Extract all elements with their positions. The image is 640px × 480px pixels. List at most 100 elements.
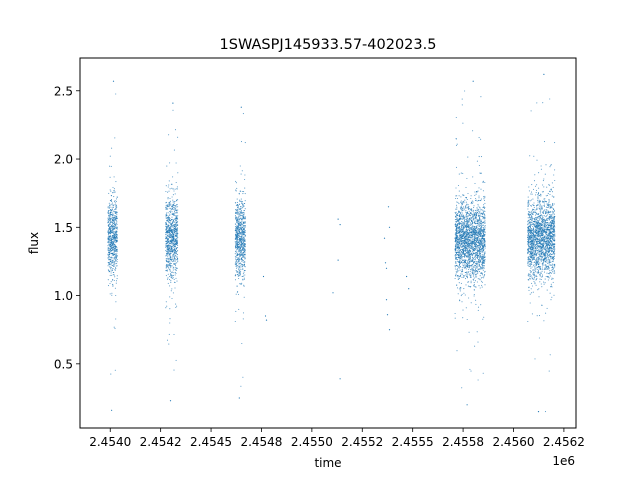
data-point: [113, 188, 115, 190]
data-point: [116, 263, 118, 265]
data-point: [458, 222, 460, 224]
data-point: [242, 231, 244, 233]
data-point: [170, 203, 172, 205]
data-point: [172, 250, 174, 252]
data-point: [172, 269, 174, 271]
data-point: [482, 224, 485, 226]
data-point: [464, 246, 466, 248]
data-point: [240, 210, 242, 212]
data-point: [458, 247, 460, 249]
data-point: [243, 205, 245, 207]
data-point: [478, 225, 480, 227]
data-point: [458, 228, 460, 230]
data-point: [235, 264, 237, 266]
data-point: [468, 221, 470, 223]
data-point: [236, 208, 238, 210]
data-point: [165, 218, 167, 220]
data-point: [481, 253, 483, 255]
data-point: [237, 249, 240, 251]
data-point: [464, 90, 466, 92]
data-point: [464, 255, 466, 257]
data-point: [482, 372, 484, 374]
data-point: [477, 248, 479, 250]
data-point: [240, 242, 242, 244]
data-point: [483, 231, 485, 233]
data-point: [483, 266, 485, 268]
data-point: [475, 239, 477, 241]
data-point: [481, 284, 483, 286]
data-point: [115, 301, 117, 303]
data-point: [553, 267, 555, 269]
data-point: [465, 254, 467, 256]
data-point: [176, 186, 178, 188]
data-point: [240, 211, 242, 213]
data-point: [243, 250, 245, 252]
data-point: [240, 283, 242, 285]
data-point: [477, 209, 479, 211]
data-point: [545, 275, 547, 278]
data-point: [475, 231, 477, 233]
data-point: [167, 254, 169, 256]
data-point: [173, 222, 175, 224]
data-point: [480, 156, 483, 158]
data-point: [111, 147, 113, 149]
data-point: [243, 225, 245, 227]
data-point: [170, 239, 172, 241]
data-point: [167, 234, 169, 236]
data-point: [243, 277, 245, 279]
data-point: [166, 339, 169, 341]
data-point: [109, 242, 111, 244]
data-point: [473, 250, 475, 252]
data-point: [173, 281, 176, 283]
data-point: [465, 197, 467, 199]
data-point: [115, 265, 117, 267]
data-point: [237, 247, 239, 250]
data-point: [110, 203, 112, 205]
data-point: [477, 271, 479, 273]
data-point: [460, 208, 462, 210]
data-point: [166, 220, 168, 222]
data-point: [458, 220, 460, 222]
data-point: [241, 229, 244, 231]
data-point: [481, 251, 483, 253]
data-point: [546, 307, 548, 309]
data-point: [167, 246, 169, 248]
data-point: [113, 241, 115, 243]
data-point: [471, 270, 474, 272]
data-point: [481, 243, 483, 245]
data-point: [461, 214, 463, 216]
data-point: [174, 217, 176, 219]
data-point: [532, 291, 534, 293]
data-point: [239, 254, 241, 256]
data-point: [234, 240, 236, 243]
data-point: [483, 199, 486, 201]
data-point: [473, 277, 475, 279]
data-point: [456, 213, 459, 215]
data-point: [469, 275, 471, 277]
data-point: [478, 187, 480, 189]
data-point: [238, 397, 240, 399]
data-point: [174, 263, 176, 265]
data-point: [234, 262, 237, 264]
data-point: [166, 165, 168, 167]
data-point: [473, 244, 475, 246]
data-point: [473, 205, 475, 207]
data-point: [540, 165, 542, 167]
data-point: [176, 227, 178, 229]
data-point: [481, 261, 483, 263]
data-point: [457, 201, 459, 203]
data-point: [464, 225, 466, 227]
data-point: [169, 270, 171, 272]
data-point: [110, 209, 112, 211]
data-point: [464, 256, 466, 258]
data-point: [107, 269, 109, 271]
data-point: [550, 258, 552, 260]
data-point: [461, 276, 463, 278]
data-point: [177, 250, 179, 252]
data-point: [242, 204, 244, 206]
data-point: [474, 194, 476, 196]
data-point: [114, 369, 116, 371]
data-point: [116, 258, 118, 261]
data-point: [165, 257, 167, 260]
data-point: [462, 262, 464, 264]
